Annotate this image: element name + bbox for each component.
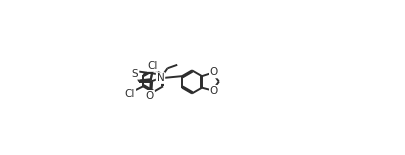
Text: S: S: [132, 69, 138, 79]
Text: N: N: [156, 73, 164, 83]
Text: Cl: Cl: [125, 89, 135, 99]
Text: Cl: Cl: [147, 61, 157, 71]
Text: O: O: [209, 67, 217, 78]
Text: O: O: [209, 86, 217, 96]
Text: O: O: [145, 91, 154, 101]
